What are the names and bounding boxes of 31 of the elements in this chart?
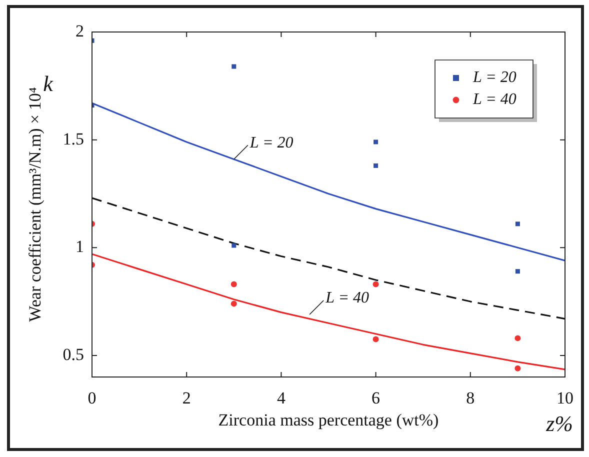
x-tick-label: 6 [372,388,380,408]
x-axis-title: Zirconia mass percentage (wt%) [218,410,439,430]
y-tick-label: 2 [76,21,84,40]
y-tick-label: 1 [76,237,84,256]
x-tick-label: 10 [556,388,574,408]
legend-label: L = 20 [472,69,516,86]
point [374,163,378,168]
point [372,281,379,288]
point [232,64,236,69]
text: z% [545,410,573,436]
point [372,336,379,342]
point [515,222,520,226]
point [230,281,237,288]
point [514,335,521,342]
annotation: L = 20 [248,134,294,152]
legend-label: L = 40 [472,91,516,108]
x-tick-label: 0 [88,388,96,408]
annotation: L = 40 [324,290,369,307]
point [374,140,378,144]
point [514,365,521,372]
x-tick-label: 2 [182,388,191,408]
y-tick-label: 0.5 [62,344,84,364]
point [230,300,237,307]
line-series [92,197,565,320]
text: k [43,70,54,96]
x-tick-label: 4 [276,388,286,408]
x-tick-label: 8 [466,388,475,408]
point [515,269,520,274]
point [232,243,236,248]
y-tick-label: 1.5 [62,129,84,148]
y-axis-title: Wear coefficient (mm³/N.m) × 10⁴ [26,87,45,322]
